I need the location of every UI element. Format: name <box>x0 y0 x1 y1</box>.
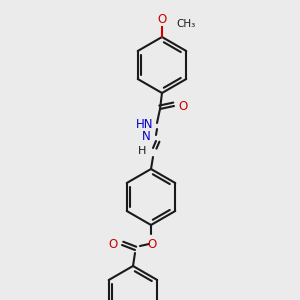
Text: O: O <box>109 238 118 250</box>
Text: O: O <box>147 238 157 251</box>
Text: O: O <box>158 13 166 26</box>
Text: HN: HN <box>136 118 153 130</box>
Text: N: N <box>142 130 151 143</box>
Text: O: O <box>178 100 187 112</box>
Text: H: H <box>138 146 146 156</box>
Text: CH₃: CH₃ <box>176 19 195 29</box>
